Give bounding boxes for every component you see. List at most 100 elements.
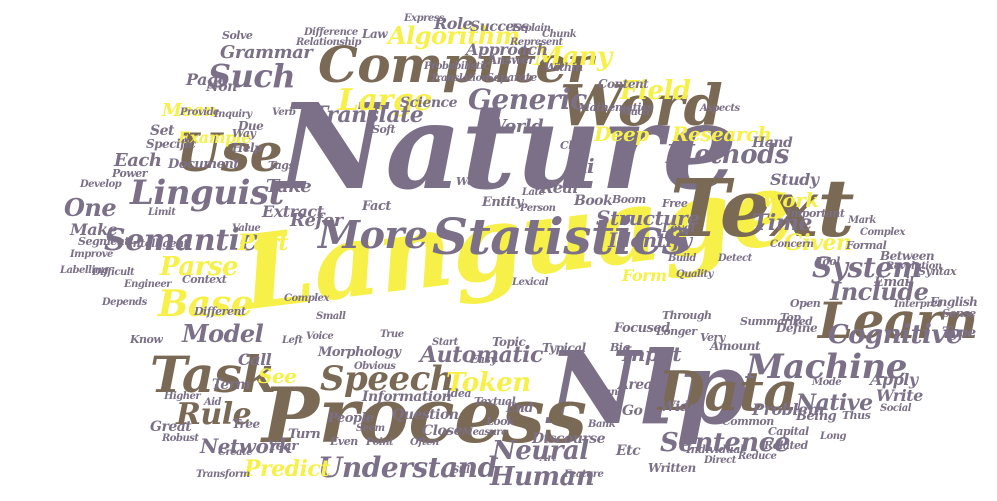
cloud-word: Process	[262, 371, 587, 460]
cloud-word: Book	[574, 193, 613, 209]
cloud-word: Common	[722, 415, 774, 428]
cloud-word: Even	[330, 435, 358, 448]
cloud-word: Specific	[146, 137, 196, 151]
cloud-word: Build	[668, 253, 696, 264]
cloud-word: Point	[366, 437, 394, 448]
cloud-word: Different	[194, 305, 246, 318]
cloud-word: Typical	[542, 341, 586, 355]
cloud-word: Quality	[676, 269, 714, 280]
cloud-word: Page	[186, 70, 228, 89]
cloud-word: Aspects	[700, 103, 740, 114]
cloud-word: Direct	[704, 455, 736, 466]
cloud-word: Learn	[818, 291, 978, 350]
cloud-word: Labelling	[60, 265, 109, 276]
cloud-word: Within	[544, 61, 583, 74]
cloud-word: Data	[658, 359, 798, 423]
cloud-word: Provide	[180, 107, 219, 118]
cloud-word: Network	[200, 434, 292, 458]
cloud-word: Value	[232, 223, 261, 234]
cloud-word: Year	[268, 439, 298, 454]
cloud-word: Go	[622, 403, 643, 419]
cloud-word: Part	[238, 230, 288, 256]
cloud-word: Include	[830, 277, 929, 306]
cloud-word: Tree	[232, 417, 260, 431]
cloud-word: Topic	[492, 335, 526, 349]
cloud-word: Tags	[268, 159, 295, 172]
cloud-word: Neural	[492, 436, 589, 466]
cloud-word: Know	[130, 333, 163, 346]
cloud-word: Difficult	[92, 267, 135, 278]
cloud-word: Create	[218, 447, 253, 458]
cloud-word: Start	[432, 337, 458, 348]
cloud-word: Model	[182, 319, 264, 348]
cloud-word: Discourse	[532, 431, 606, 447]
cloud-word: Success	[470, 19, 529, 35]
cloud-word: Use	[176, 123, 283, 184]
cloud-word: Robust	[162, 433, 199, 444]
cloud-word: People	[328, 411, 374, 426]
cloud-word: Solve	[222, 29, 253, 42]
cloud-word: Example	[178, 128, 251, 147]
cloud-word: Still	[452, 465, 473, 476]
cloud-word: Make	[70, 220, 118, 239]
cloud-word: Clip	[560, 139, 583, 152]
cloud-word: Grammar	[220, 42, 313, 63]
cloud-word: Depends	[102, 297, 147, 308]
cloud-word: Often	[410, 437, 439, 448]
cloud-word: Probabilistic	[424, 61, 489, 72]
cloud-word: Long	[820, 431, 846, 442]
cloud-word: Morphology	[318, 345, 401, 360]
cloud-word: Structure	[596, 206, 700, 230]
cloud-word: Capital	[768, 425, 809, 438]
cloud-word: Role	[434, 14, 473, 33]
cloud-word: World	[486, 116, 544, 137]
cloud-word: Nlp	[548, 329, 746, 447]
cloud-word: Understand	[318, 451, 497, 484]
cloud-word: Time	[752, 210, 813, 236]
cloud-word: Soft	[372, 123, 396, 136]
cloud-word: Law	[362, 27, 388, 41]
cloud-word: Fact	[362, 199, 391, 214]
cloud-word: Human	[490, 462, 595, 492]
cloud-word: Rule	[176, 397, 252, 432]
cloud-word: Open	[790, 297, 821, 310]
cloud-word: Between	[880, 249, 935, 263]
cloud-word: Mark	[848, 215, 876, 226]
cloud-word: Chunk	[542, 29, 577, 40]
cloud-word: Sense	[942, 307, 976, 320]
cloud-word: Take	[266, 176, 312, 197]
cloud-word: Look	[486, 415, 515, 428]
cloud-word: Big	[610, 341, 630, 354]
cloud-word: Input	[622, 342, 682, 366]
cloud-word: Transform	[196, 469, 250, 480]
cloud-word: Seem	[356, 423, 385, 434]
cloud-word: Semantic	[104, 223, 258, 258]
cloud-word: Feature	[564, 469, 604, 480]
cloud-word: Identify	[608, 228, 692, 252]
cloud-word: Generic	[468, 83, 587, 116]
cloud-word: Reduce	[738, 451, 777, 462]
cloud-word: Way	[232, 127, 256, 140]
cloud-word: Apply	[870, 370, 918, 389]
cloud-word: Sentence	[660, 428, 791, 458]
cloud-word: Turn	[288, 427, 321, 442]
cloud-word: Much	[620, 107, 650, 118]
cloud-word: Information	[362, 389, 452, 405]
cloud-word: One	[64, 193, 117, 222]
cloud-word: Represent	[510, 37, 563, 48]
cloud-word: Set	[150, 123, 174, 139]
cloud-word: Many	[534, 42, 612, 72]
cloud-word: Token	[446, 368, 531, 398]
cloud-word: Summarized	[740, 315, 813, 328]
cloud-word: Document	[168, 157, 239, 172]
cloud-word: Statistics	[432, 207, 690, 266]
cloud-word: Due	[238, 119, 264, 133]
cloud-word: Etc	[616, 443, 641, 459]
cloud-word: Focused	[614, 321, 670, 336]
cloud-word: Through	[662, 309, 712, 322]
cloud-word: Approach	[466, 40, 548, 59]
cloud-word: Linguist	[130, 173, 284, 213]
cloud-word: Translation	[430, 73, 489, 84]
cloud-word: True	[380, 329, 404, 340]
cloud-word: Extract	[262, 202, 324, 221]
